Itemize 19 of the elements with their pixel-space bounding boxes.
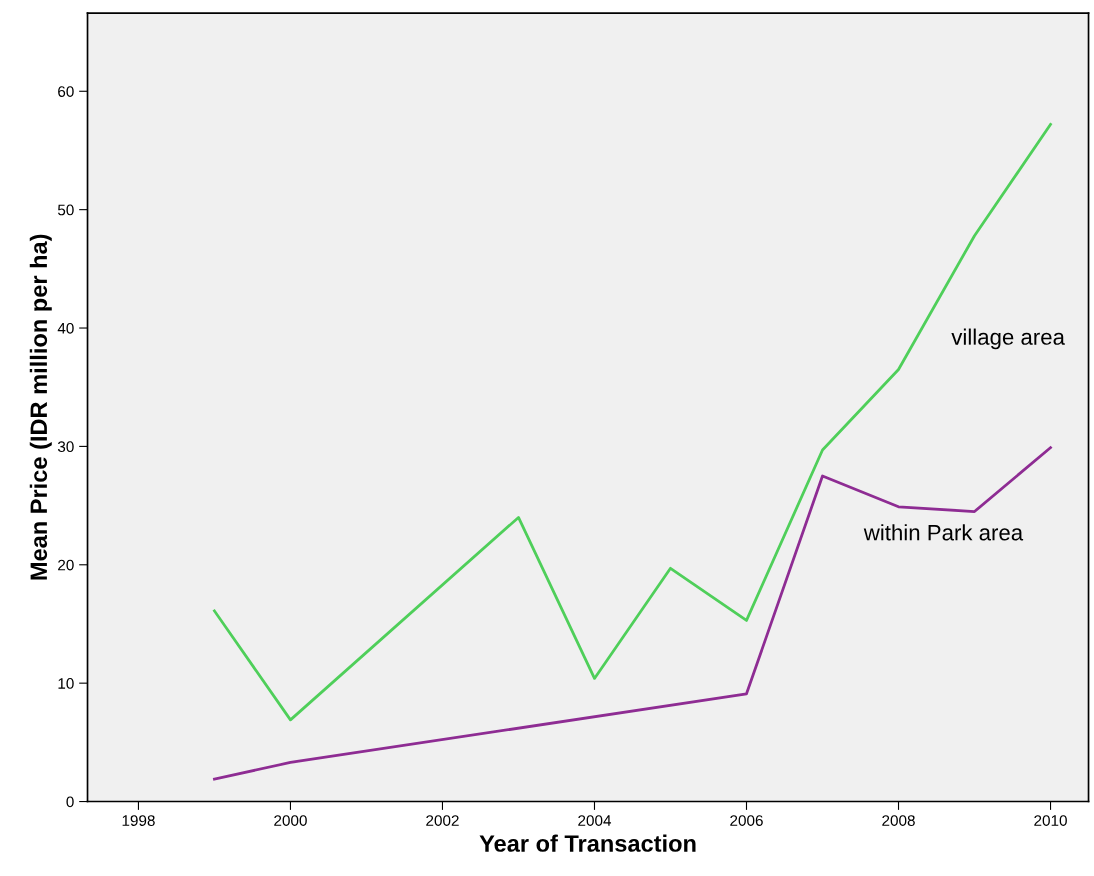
line-series xyxy=(213,446,1052,781)
y-tick-label: 10 xyxy=(58,678,74,689)
y-axis-title: Mean Price (IDR million per ha) xyxy=(29,234,52,580)
y-tick-label: 40 xyxy=(57,322,74,334)
y-tick-label: 0 xyxy=(66,796,74,808)
x-tick-label: 2010 xyxy=(1034,815,1067,826)
y-tick-label: 30 xyxy=(57,441,74,453)
y-tick-label: 50 xyxy=(57,204,74,216)
y-tick-label: 20 xyxy=(58,559,74,571)
x-tick-label: 2000 xyxy=(274,815,307,826)
x-tick-label: 2006 xyxy=(730,815,763,826)
x-tick-label: 2004 xyxy=(578,815,612,826)
series-label: village area xyxy=(951,328,1065,350)
x-tick-label: 1998 xyxy=(122,815,155,826)
x-tick-label: 2008 xyxy=(882,815,915,826)
x-axis-title: Year of Transaction xyxy=(479,834,696,852)
y-tick-label: 60 xyxy=(58,86,74,97)
series-label: within Park area xyxy=(863,524,1024,541)
x-tick-label: 2002 xyxy=(426,815,459,826)
